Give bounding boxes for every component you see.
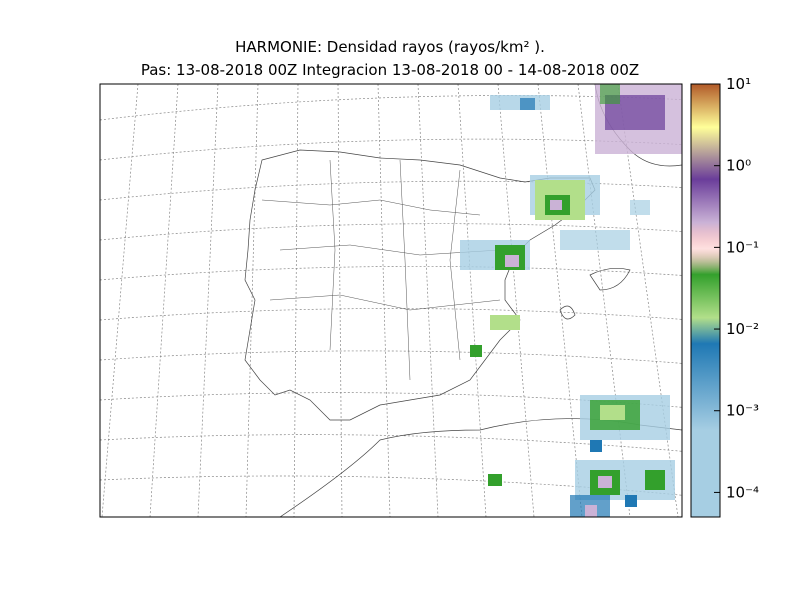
colorbar-tick-label: 10⁻⁴ <box>726 483 759 501</box>
map-title: HARMONIE: Densidad rayos (rayos/km² ). <box>235 38 545 56</box>
colorbar-tick-label: 10¹ <box>726 75 751 93</box>
colorbar <box>690 83 721 518</box>
graticule <box>100 84 682 517</box>
lightning-field <box>460 84 682 517</box>
colorbar-tick-label: 10⁻¹ <box>726 238 759 256</box>
map-area <box>100 84 682 517</box>
colorbar-tick-label: 10⁻² <box>726 320 759 338</box>
map-subtitle: Pas: 13-08-2018 00Z Integracion 13-08-20… <box>141 61 639 79</box>
map-frame <box>99 83 683 518</box>
colorbar-tick-label: 10⁰ <box>726 157 751 175</box>
colorbar-ticks: 10⁻⁴ 10⁻³ 10⁻² 10⁻¹ 10⁰ 10¹ <box>714 75 759 501</box>
colorbar-tick-label: 10⁻³ <box>726 402 759 420</box>
